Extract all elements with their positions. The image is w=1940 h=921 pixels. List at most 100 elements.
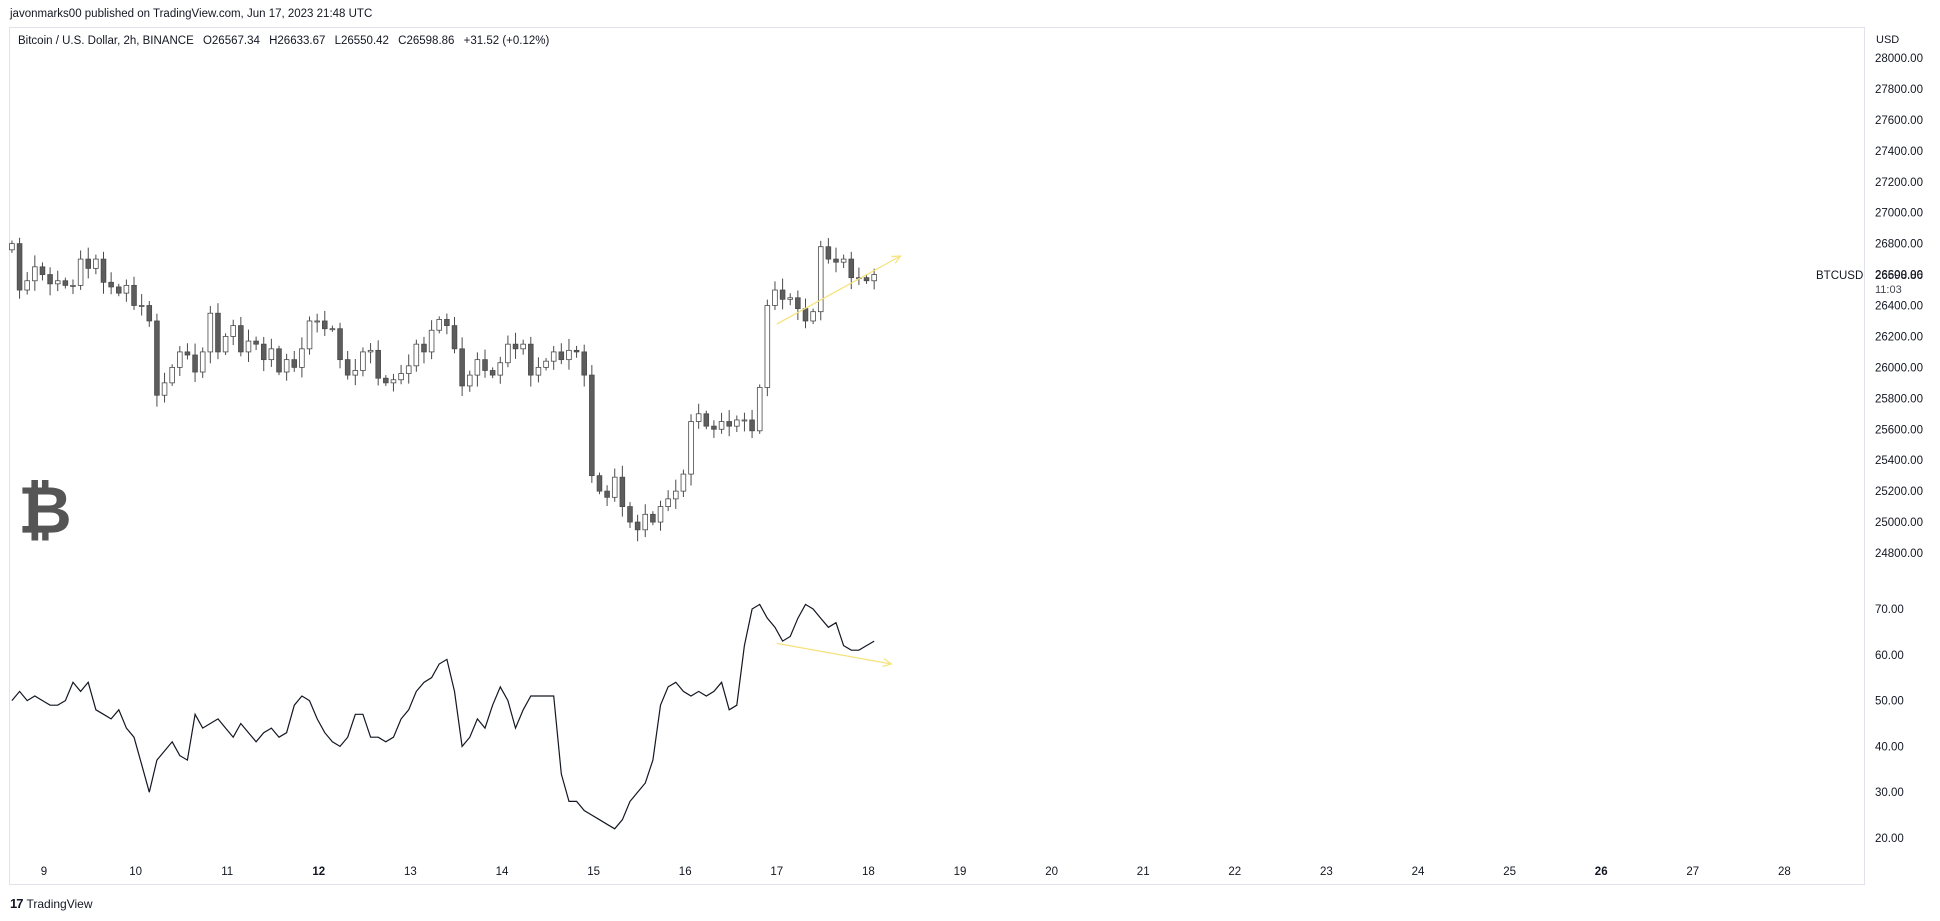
time-tick-label: 21 [1137,866,1150,878]
ohlc-change: +31.52 (+0.12%) [463,35,550,47]
candle-body [360,351,366,371]
time-tick-label: 25 [1503,866,1516,878]
candle-body [85,258,92,269]
candle-body [306,320,313,350]
divergence-arrowhead [891,255,902,264]
candle-body [680,473,687,492]
divergence-trendline [776,255,901,325]
time-tick-label: 24 [1412,866,1425,878]
time-tick-label: 23 [1320,866,1333,878]
candle-body [650,513,656,523]
publish-info: javonmarks00 published on TradingView.co… [10,8,373,20]
candle-body [734,419,740,427]
ohlc-close: C26598.86 [398,35,455,47]
candle-body [108,281,114,288]
candle-body [436,319,443,331]
time-tick-label: 19 [954,866,967,878]
candle-body [47,274,53,285]
candle-body [62,280,69,286]
candle-body [352,370,359,376]
price-tick-label: 27600.00 [1875,115,1923,127]
candle-body [390,379,397,384]
candle-body [238,325,244,353]
candle-body [833,258,839,263]
price-tick-label: 25200.00 [1875,486,1923,498]
candle-body [32,266,38,282]
candle-body [810,311,816,322]
candle-body [314,320,320,323]
candle-body [825,246,832,260]
footer-brand[interactable]: 17 TradingView [10,896,93,911]
candle-body [817,246,824,313]
candle-body [726,421,732,427]
candle-body [703,413,710,427]
chart-frame [9,27,1865,885]
candle-body [344,359,351,376]
candle-body [718,421,725,430]
price-tick-label: 26200.00 [1875,331,1923,343]
candle-body [779,289,786,300]
candle-body [596,475,603,492]
time-tick-label: 20 [1045,866,1058,878]
candle-body [520,343,526,350]
candle-body [444,319,450,327]
candle-body [665,498,671,507]
indicator-line [11,603,875,830]
candle-body [604,490,610,498]
symbol-legend[interactable]: Bitcoin / U.S. Dollar, 2h, BINANCE O2656… [18,35,555,47]
candle-body [497,362,504,376]
candle-body [138,305,145,307]
candle-body [749,419,755,432]
candle-body [543,360,549,368]
price-tick-label: 27800.00 [1875,84,1923,96]
candle-body [474,359,481,376]
candle-body [77,258,84,286]
candle-body [215,312,221,353]
candle-body [451,325,458,350]
candle-body [466,374,473,387]
candle-body [375,349,381,379]
time-tick-label: 27 [1686,866,1699,878]
price-tick-label: 28000.00 [1875,53,1923,65]
candle-body [398,373,404,381]
candle-body [627,506,633,523]
candle-body [505,343,511,364]
candle-body [184,351,191,356]
candle-body [24,280,30,291]
time-tick-label: 10 [129,866,142,878]
divergence-annotations [776,255,902,667]
tradingview-brand-text: TradingView [26,896,93,911]
candle-body [230,325,236,337]
indicator-pane [11,603,875,830]
candle-body [222,336,229,353]
ohlc-open: O26567.34 [202,35,260,47]
candle-body [871,274,877,282]
candle-body [688,421,694,475]
candle-body [154,320,160,396]
candle-body [16,243,23,291]
price-tick-label: 25400.00 [1875,455,1923,467]
candle-body [741,419,748,422]
candle-body [199,351,206,373]
time-tick-label: 14 [496,866,509,878]
candle-body [428,329,435,353]
candle-body [863,277,870,282]
price-tick-label: 25000.00 [1875,517,1923,529]
candle-body [528,343,534,376]
candle-body [115,286,122,294]
ohlc-low: L26550.42 [334,35,389,47]
price-tick-label: 26400.00 [1875,301,1923,313]
price-tick-label: 27200.00 [1875,177,1923,189]
candle-body [123,284,130,294]
indicator-axis: 20.00 30.00 40.00 50.00 60.00 70.00 [1875,604,1904,845]
candle-body [169,366,175,384]
candle-body [337,328,343,361]
candle-body [322,320,328,330]
candle-body [634,521,641,531]
symbol-title[interactable]: Bitcoin / U.S. Dollar, 2h, BINANCE [18,35,194,47]
candle-body [276,348,282,373]
candle-body [100,258,107,283]
time-tick-label: 17 [770,866,783,878]
time-tick-label: 16 [679,866,692,878]
